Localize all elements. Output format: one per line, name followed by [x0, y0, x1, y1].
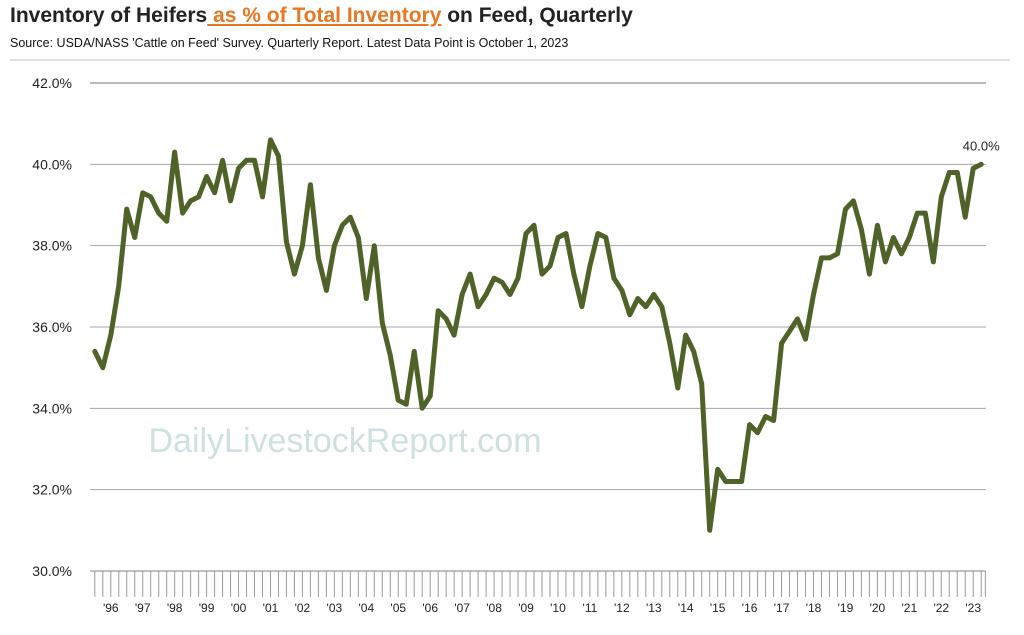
y-tick-label: 40.0% — [32, 156, 72, 172]
x-tick-label: '11 — [583, 601, 598, 615]
watermark-text: DailyLivestockReport.com — [148, 422, 541, 460]
x-tick-label: '22 — [933, 601, 949, 615]
x-tick-label: '99 — [199, 601, 215, 615]
x-tick-label: '07 — [454, 601, 470, 615]
y-tick-label: 32.0% — [32, 482, 72, 498]
chart-title-part-3: on Feed, Quarterly — [441, 4, 633, 27]
chart-subtitle: Source: USDA/NASS 'Cattle on Feed' Surve… — [10, 36, 569, 50]
x-tick-label: '15 — [710, 601, 726, 615]
x-tick-label: '19 — [838, 601, 854, 615]
x-tick-label: '01 — [263, 601, 279, 615]
x-tick-label: '17 — [774, 601, 790, 615]
annotations: 40.0% — [963, 138, 1000, 153]
x-tick-label: '97 — [135, 601, 151, 615]
y-tick-label: 34.0% — [32, 400, 72, 416]
x-tick-label: '14 — [678, 601, 694, 615]
x-tick-label: '04 — [358, 601, 374, 615]
y-tick-label: 36.0% — [32, 319, 72, 335]
x-tick-label: '12 — [614, 601, 630, 615]
y-tick-label: 30.0% — [32, 563, 72, 579]
x-tick-label: '21 — [902, 601, 918, 615]
chart-title: Inventory of Heifers as % of Total Inven… — [10, 4, 633, 28]
chart-title-highlight: as % of Total Inventory — [207, 4, 442, 27]
x-tick-label: '08 — [486, 601, 502, 615]
x-tick-label: '20 — [870, 601, 886, 615]
y-tick-labels: 30.0% 32.0% 34.0% 36.0% 38.0% 40.0% 42.0% — [32, 75, 72, 579]
x-tick-label: '03 — [327, 601, 343, 615]
y-tick-label: 38.0% — [32, 238, 72, 254]
series-line — [92, 137, 984, 533]
x-tick-label: '05 — [390, 601, 406, 615]
x-tick-label: '10 — [550, 601, 566, 615]
chart-title-part-1: Inventory of Heifers — [10, 4, 208, 27]
x-tick-label: '96 — [103, 601, 119, 615]
x-axis: '96 '97 '98 '99 '00 '01 '02 '03 '04 '05 '06 '07 '08 '… — [90, 570, 986, 615]
x-tick-label: '09 — [518, 601, 534, 615]
x-tick-label: '13 — [646, 601, 662, 615]
series-group — [92, 137, 984, 533]
y-tick-label: 42.0% — [32, 75, 72, 91]
data-label: 40.0% — [963, 138, 1000, 153]
x-tick-label: '02 — [295, 601, 311, 615]
x-tick-label: '00 — [231, 601, 247, 615]
x-tick-label: '16 — [742, 601, 758, 615]
x-tick-label: '06 — [422, 601, 438, 615]
x-tick-label: '23 — [965, 601, 981, 615]
x-tick-label: '18 — [806, 601, 822, 615]
x-tick-label: '98 — [167, 601, 183, 615]
